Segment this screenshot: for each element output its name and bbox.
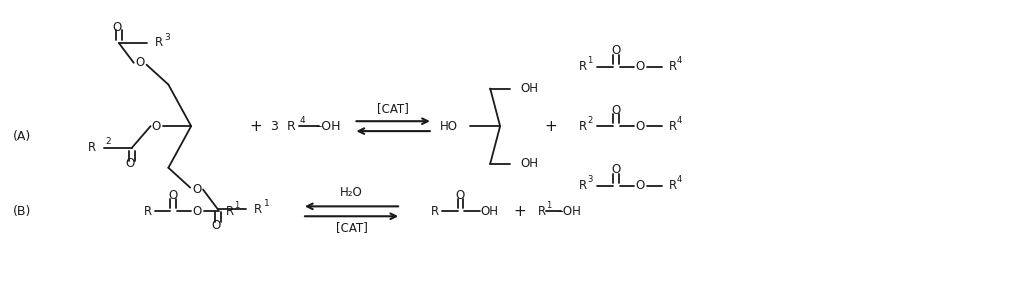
Text: HO: HO [439,120,458,133]
Text: 1: 1 [545,201,550,210]
Text: R: R [225,205,233,218]
Text: O: O [455,189,465,202]
Text: R: R [286,120,296,133]
Text: O: O [112,21,121,34]
Text: 1: 1 [263,199,269,208]
Text: 1: 1 [233,201,239,210]
Text: R: R [88,141,96,154]
Text: 2: 2 [105,137,111,147]
Text: R: R [667,120,676,133]
Text: OH: OH [480,205,497,218]
Text: R: R [579,179,587,192]
Text: O: O [135,56,144,69]
Text: R: R [667,179,676,192]
Text: R: R [154,36,162,49]
Text: O: O [193,205,202,218]
Text: 1: 1 [587,56,592,65]
Text: O: O [152,120,161,133]
Text: 4: 4 [676,116,682,125]
Text: R: R [144,205,152,218]
Text: O: O [211,219,220,232]
Text: O: O [168,189,177,202]
Text: O: O [610,44,620,57]
Text: 4: 4 [676,56,682,65]
Text: 2: 2 [587,116,592,125]
Text: –OH: –OH [557,205,581,218]
Text: +: + [249,119,262,134]
Text: R: R [254,203,262,216]
Text: O: O [610,104,620,117]
Text: +: + [513,204,526,219]
Text: R: R [430,205,438,218]
Text: R: R [579,60,587,73]
Text: OH: OH [520,157,537,170]
Text: –OH: –OH [315,120,340,133]
Text: R: R [537,205,545,218]
Text: (A): (A) [13,130,32,143]
Text: O: O [635,120,644,133]
Text: 4: 4 [299,116,305,125]
Text: [CAT]: [CAT] [335,221,367,234]
Text: O: O [193,183,202,196]
Text: 3: 3 [587,175,592,184]
Text: 3: 3 [164,33,170,41]
Text: OH: OH [520,82,537,95]
Text: R: R [667,60,676,73]
Text: O: O [635,60,644,73]
Text: O: O [635,179,644,192]
Text: R: R [579,120,587,133]
Text: (B): (B) [13,205,32,218]
Text: 4: 4 [676,175,682,184]
Text: +: + [544,119,556,134]
Text: [CAT]: [CAT] [377,102,409,115]
Text: H₂O: H₂O [340,186,363,199]
Text: O: O [610,163,620,176]
Text: O: O [125,157,135,170]
Text: 3: 3 [270,120,278,133]
